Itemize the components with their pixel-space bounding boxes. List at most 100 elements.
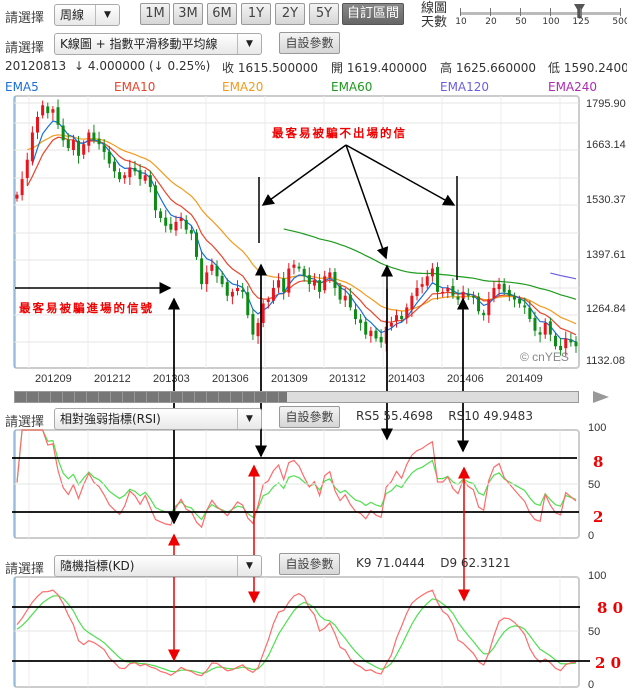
candle-body (225, 282, 229, 296)
candle-body (497, 284, 501, 290)
candle-body (282, 278, 286, 292)
candle-body (538, 332, 542, 335)
ema-legend-item: EMA60 (331, 80, 373, 94)
candle-body (395, 315, 399, 321)
date-axis-label: 201212 (94, 373, 131, 385)
d9-line (16, 595, 577, 674)
rsi-select-value: 相對強弱指標(RSI) (60, 412, 161, 426)
candle-body (482, 312, 486, 316)
chart-type-select[interactable]: K線圖 + 指數平滑移動平均線 ▼ (54, 33, 262, 55)
candle-body (277, 280, 281, 288)
candle-body (302, 268, 306, 277)
select-label: 請選擇 (5, 11, 45, 26)
ema120-line (550, 272, 577, 280)
candle-body (543, 322, 547, 335)
quote-date: 20120813 (5, 59, 67, 73)
slider-handle[interactable] (574, 4, 585, 18)
rsi-axis-label: 0 (588, 530, 594, 542)
range-button-1[interactable]: 3M (173, 3, 203, 25)
date-axis-label: 201303 (153, 373, 190, 385)
days-tick-label: 50 (515, 17, 527, 27)
candle-body (410, 295, 414, 310)
days-tick-mark (520, 8, 521, 16)
range-button-5[interactable]: 5Y (309, 3, 339, 25)
entry-trap-annotation: 最客易被騙進場的信號 (19, 301, 154, 315)
rsi-custom-params-button[interactable]: 自設參數 (279, 406, 340, 428)
candle-body (569, 339, 573, 343)
ema-legend-item: EMA10 (114, 80, 156, 94)
candle-body (446, 287, 450, 292)
ema60-line (283, 228, 577, 300)
candle-body (518, 298, 522, 304)
candle-body (436, 266, 440, 292)
candle-body (548, 321, 552, 335)
candle-body (256, 322, 260, 337)
kd-axis-label: 50 (588, 626, 600, 638)
rsi-select-label: 請選擇 (5, 415, 45, 430)
kd-mark-80: 8 0 (597, 599, 623, 617)
range-button-0[interactable]: 1M (140, 3, 170, 25)
k9-line (16, 589, 577, 677)
candle-body (348, 294, 352, 308)
candle-body (36, 116, 40, 133)
range-button-4[interactable]: 2Y (275, 3, 305, 25)
candle-body (456, 296, 460, 300)
scrollbar-thumb[interactable] (15, 392, 287, 402)
date-axis-label: 201406 (447, 373, 484, 385)
date-axis-label: 201306 (212, 373, 249, 385)
days-label: 線圖 天數 (421, 1, 448, 30)
period-value: 周線 (60, 8, 85, 22)
candle-body (148, 175, 152, 187)
price-axis-label: 1530.37 (586, 194, 626, 206)
candle-body (389, 322, 393, 327)
candle-body (287, 268, 291, 293)
price-axis-label: 1132.08 (586, 355, 625, 367)
candle-body (261, 303, 265, 323)
price-axis-label: 1663.14 (586, 139, 626, 151)
price-axis-label: 1397.61 (586, 249, 626, 261)
rsi-select[interactable]: 相對強弱指標(RSI) ▼ (54, 408, 262, 430)
date-axis-label: 201309 (271, 373, 308, 385)
date-axis-label: 201409 (506, 373, 543, 385)
kd-custom-params-button[interactable]: 自設參數 (279, 553, 340, 575)
candle-body (133, 167, 137, 172)
candle-body (102, 145, 106, 152)
days-tick-label: 100 (542, 17, 560, 27)
candle-body (30, 132, 34, 162)
days-tick-mark (490, 8, 491, 16)
kd-select[interactable]: 隨機指標(KD) ▼ (54, 555, 262, 577)
kd-select-label: 請選擇 (5, 562, 45, 577)
range-button-3[interactable]: 1Y (241, 3, 271, 25)
candle-body (405, 307, 409, 319)
candle-body (564, 338, 568, 349)
candle-body (143, 175, 147, 181)
candle-body (415, 287, 419, 297)
candle-body (251, 314, 255, 335)
days-tick-mark (550, 8, 551, 16)
kd-select-value: 隨機指標(KD) (60, 559, 135, 573)
rsi-axis-label: 100 (588, 422, 606, 434)
candle-body (441, 291, 445, 294)
date-axis-label: 201209 (35, 373, 72, 385)
candle-body (200, 258, 204, 285)
candle-body (241, 289, 245, 292)
candle-body (461, 291, 465, 299)
candle-body (343, 295, 347, 301)
candle-body (297, 266, 301, 269)
ema-legend-item: EMA240 (548, 80, 598, 94)
candle-body (41, 105, 45, 116)
candle-body (323, 276, 327, 291)
scroll-right-icon[interactable] (593, 391, 609, 403)
custom-params-button[interactable]: 自設參數 (279, 32, 340, 54)
days-slider[interactable] (460, 12, 620, 15)
candle-body (271, 287, 275, 301)
candle-body (523, 305, 527, 308)
period-select[interactable]: 周線 ▼ (54, 4, 120, 26)
candle-body (353, 309, 357, 320)
range-button-6[interactable]: 自訂區間 (342, 3, 404, 25)
candle-body (20, 179, 24, 196)
range-button-2[interactable]: 6M (207, 3, 237, 25)
candle-body (420, 284, 424, 287)
rsi-mark-20: 2 (593, 508, 603, 526)
